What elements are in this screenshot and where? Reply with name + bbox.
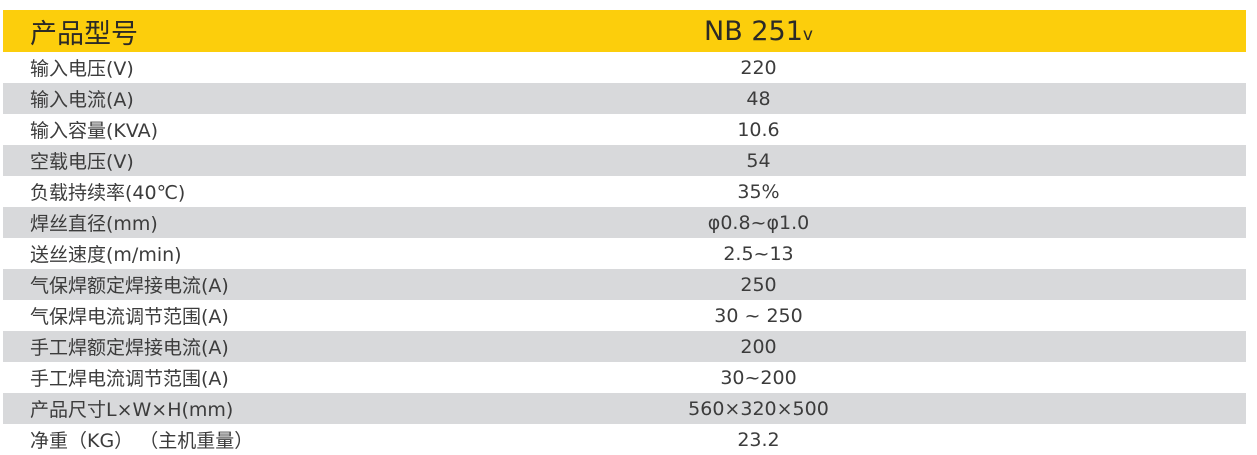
table-row: 手工焊电流调节范围(A) 30~200	[3, 362, 1246, 393]
spec-label: 输入容量(KVA)	[30, 120, 159, 142]
spec-value: φ0.8~φ1.0	[707, 211, 810, 234]
table-row: 送丝速度(m/min) 2.5~13	[3, 238, 1246, 269]
table-row: 手工焊额定焊接电流(A) 200	[3, 331, 1246, 362]
table-row: 输入电流(A) 48	[3, 83, 1246, 114]
spec-value: 48	[746, 87, 771, 110]
spec-value: 10.6	[737, 118, 780, 141]
spec-label: 手工焊额定焊接电流(A)	[30, 337, 229, 359]
spec-label: 焊丝直径(mm)	[30, 213, 158, 235]
table-row: 负载持续率(40℃) 35%	[3, 176, 1246, 207]
table-row: 输入容量(KVA) 10.6	[3, 114, 1246, 145]
table-row: 产品尺寸L×W×H(mm) 560×320×500	[3, 393, 1246, 424]
spec-value: 2.5~13	[723, 242, 794, 265]
table-row: 净重（KG） （主机重量） 23.2	[3, 424, 1246, 455]
spec-value: 250	[740, 273, 777, 296]
spec-value: 35%	[737, 180, 780, 203]
spec-value: 23.2	[737, 428, 780, 451]
spec-label: 送丝速度(m/min)	[30, 244, 182, 266]
spec-label: 负载持续率(40℃)	[30, 182, 186, 204]
spec-label: 空载电压(V)	[30, 151, 134, 173]
table-row: 气保焊电流调节范围(A) 30 ~ 250	[3, 300, 1246, 331]
header-model-value: NB 251v	[271, 16, 1246, 47]
spec-label: 产品尺寸L×W×H(mm)	[30, 399, 234, 421]
spec-label: 手工焊电流调节范围(A)	[30, 368, 229, 390]
table-row: 气保焊额定焊接电流(A) 250	[3, 269, 1246, 300]
spec-value: 200	[740, 335, 777, 358]
spec-label: 气保焊电流调节范围(A)	[30, 306, 229, 328]
table-header-row: 产品型号 NB 251v	[3, 10, 1246, 52]
spec-label: 净重（KG） （主机重量）	[30, 430, 254, 452]
spec-value: 220	[740, 56, 777, 79]
header-label-product-model: 产品型号	[30, 18, 138, 50]
spec-value: 30~200	[720, 366, 797, 389]
model-name: NB 251	[704, 15, 803, 47]
spec-label: 输入电流(A)	[30, 89, 134, 111]
table-row: 空载电压(V) 54	[3, 145, 1246, 176]
spec-label: 输入电压(V)	[30, 58, 134, 80]
table-row: 输入电压(V) 220	[3, 52, 1246, 83]
table-row: 焊丝直径(mm) φ0.8~φ1.0	[3, 207, 1246, 238]
spec-label: 气保焊额定焊接电流(A)	[30, 275, 229, 297]
product-spec-table: 产品型号 NB 251v 输入电压(V) 220 输入电流(A) 48 输入容量…	[3, 10, 1246, 455]
model-suffix: v	[802, 24, 813, 45]
spec-value: 560×320×500	[688, 397, 829, 420]
spec-value: 30 ~ 250	[714, 304, 803, 327]
spec-value: 54	[746, 149, 771, 172]
